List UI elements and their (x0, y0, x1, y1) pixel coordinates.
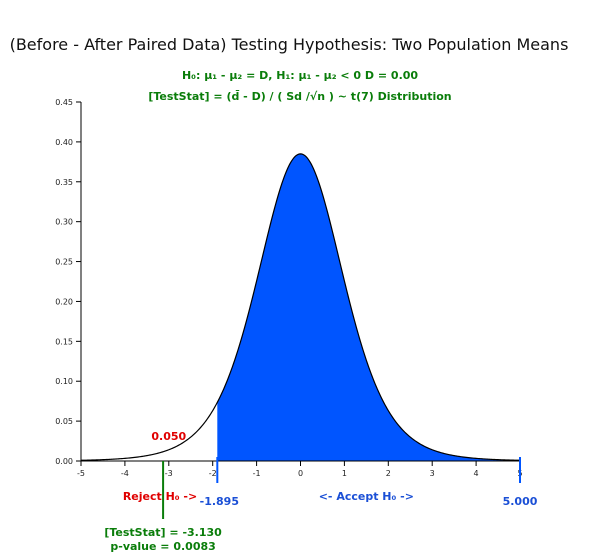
alpha-label: 0.050 (151, 430, 186, 443)
y-tick-label: 0.15 (55, 337, 73, 346)
y-tick-label: 0.30 (55, 218, 73, 227)
statistic-line: [TestStat] = (d̄ - D) / ( Sd /√n ) ~ t(7… (148, 90, 451, 103)
x-tick-label: -2 (209, 469, 217, 478)
y-tick-label: 0.05 (55, 417, 73, 426)
x-tick-label: 0 (298, 469, 303, 478)
y-tick-label: 0.25 (55, 258, 73, 267)
test-stat-label: [TestStat] = -3.130 (104, 526, 222, 539)
y-tick-label: 0.45 (55, 98, 73, 107)
accept-label: <- Accept H₀ -> (319, 490, 414, 503)
y-tick-label: 0.20 (55, 297, 73, 306)
x-tick-label: -4 (121, 469, 129, 478)
y-tick-label: 0.35 (55, 178, 73, 187)
x-tick-label: -1 (253, 469, 261, 478)
chart-title: (Before - After Paired Data) Testing Hyp… (10, 35, 569, 54)
x-axis-ticks: -5-4-3-2-1012345 (77, 461, 523, 478)
reject-label: Reject H₀ -> (123, 490, 197, 503)
x-tick-label: 2 (386, 469, 391, 478)
x-tick-label: 4 (474, 469, 479, 478)
y-tick-label: 0.10 (55, 377, 73, 386)
x-tick-label: -5 (77, 469, 85, 478)
x-tick-label: -3 (165, 469, 173, 478)
x-tick-label: 1 (342, 469, 347, 478)
x-tick-label: 3 (430, 469, 435, 478)
hypothesis-line: H₀: μ₁ - μ₂ = D, H₁: μ₁ - μ₂ < 0 D = 0.0… (182, 69, 418, 82)
density-curve (80, 153, 521, 461)
y-tick-label: 0.40 (55, 138, 73, 147)
p-value-label: p-value = 0.0083 (110, 540, 215, 553)
y-tick-label: 0.00 (55, 457, 73, 466)
accept-upper-label: 5.000 (503, 495, 538, 508)
accept-region-area (217, 153, 520, 461)
critical-value-label: -1.895 (200, 495, 239, 508)
plot-area (80, 153, 521, 461)
y-axis-ticks: 0.00 0.05 0.10 0.15 0.20 0.25 0.30 0.35 0.40 0.45 (55, 98, 81, 466)
